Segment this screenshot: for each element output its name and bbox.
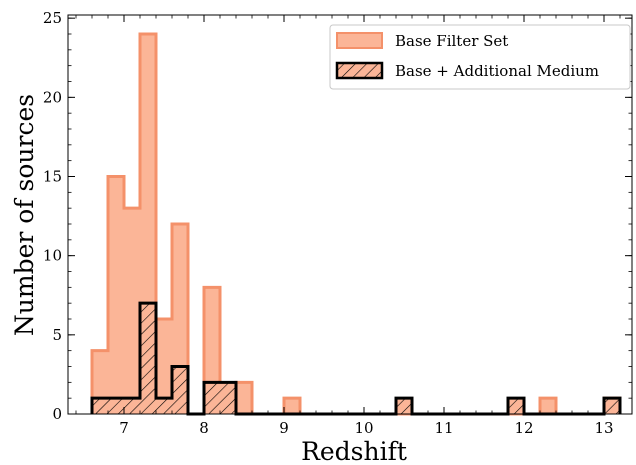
- bar-additional-medium: [204, 382, 220, 414]
- x-tick-label: 12: [514, 419, 533, 437]
- bar-base-filter-set: [284, 398, 300, 414]
- legend: Base Filter Set Base + Additional Medium: [329, 24, 631, 90]
- y-tick-label: 5: [52, 326, 62, 344]
- x-axis-label: Redshift: [301, 437, 407, 465]
- bar-additional-medium: [220, 382, 236, 414]
- y-tick-label: 0: [52, 405, 62, 423]
- bar-base-filter-set: [124, 208, 140, 414]
- legend-box: [329, 24, 631, 90]
- bar-additional-medium: [396, 398, 412, 414]
- bar-base-filter-set: [540, 398, 556, 414]
- bar-additional-medium: [156, 398, 172, 414]
- y-tick-label: 15: [43, 168, 62, 186]
- y-tick-label: 10: [43, 247, 62, 265]
- x-tick-label: 7: [119, 419, 129, 437]
- bar-additional-medium: [140, 303, 156, 414]
- x-tick-label: 9: [279, 419, 289, 437]
- y-tick-label: 25: [43, 9, 62, 27]
- bar-additional-medium: [508, 398, 524, 414]
- legend-label-base: Base Filter Set: [395, 32, 508, 50]
- bar-base-filter-set: [108, 176, 124, 414]
- legend-swatch-additional: [335, 61, 384, 80]
- bar-additional-medium: [108, 398, 124, 414]
- x-tick-label: 11: [434, 419, 453, 437]
- additional-medium-bars: [90, 301, 622, 416]
- axes: 7 8 9 10 11 12 13 0 5 10 15 20 25: [43, 9, 633, 437]
- x-tick-label: 8: [199, 419, 209, 437]
- legend-swatch-base: [336, 32, 383, 49]
- base-filter-set-bars: [90, 32, 622, 416]
- plot-frame: [67, 14, 633, 415]
- legend-label-additional: Base + Additional Medium: [395, 62, 599, 80]
- bar-base-filter-set: [156, 319, 172, 414]
- y-axis-label: Number of sources: [10, 94, 39, 336]
- bar-additional-medium: [124, 398, 140, 414]
- x-tick-label: 10: [354, 419, 373, 437]
- bar-additional-medium: [92, 398, 108, 414]
- bar-additional-medium: [172, 366, 188, 414]
- bar-base-filter-set: [236, 382, 252, 414]
- y-tick-label: 20: [43, 88, 62, 106]
- outline-base-filter-set: [90, 32, 622, 416]
- x-tick-label: 13: [594, 419, 613, 437]
- bar-additional-medium: [604, 398, 620, 414]
